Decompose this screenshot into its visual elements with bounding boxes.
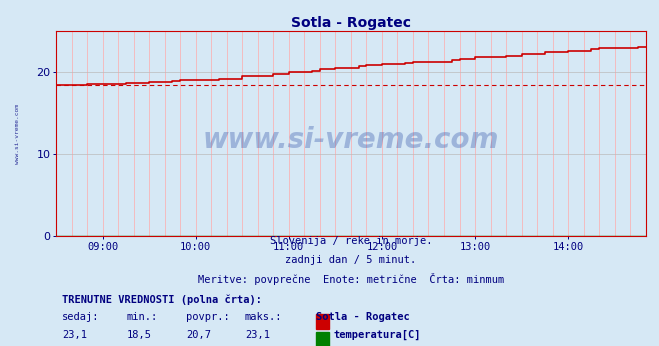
Text: zadnji dan / 5 minut.: zadnji dan / 5 minut.: [285, 255, 416, 265]
Text: povpr.:: povpr.:: [186, 312, 229, 322]
Text: 23,1: 23,1: [244, 330, 270, 340]
Text: temperatura[C]: temperatura[C]: [333, 330, 420, 340]
Title: Sotla - Rogatec: Sotla - Rogatec: [291, 16, 411, 30]
Text: min.:: min.:: [127, 312, 158, 322]
Text: 23,1: 23,1: [62, 330, 87, 340]
Text: 20,7: 20,7: [186, 330, 211, 340]
Text: Slovenija / reke in morje.: Slovenija / reke in morje.: [270, 236, 432, 246]
Bar: [316, 332, 328, 346]
Text: TRENUTNE VREDNOSTI (polna črta):: TRENUTNE VREDNOSTI (polna črta):: [62, 295, 262, 306]
Text: Meritve: povprečne  Enote: metrične  Črta: minmum: Meritve: povprečne Enote: metrične Črta:…: [198, 273, 504, 285]
Text: maks.:: maks.:: [244, 312, 282, 322]
Text: www.si-vreme.com: www.si-vreme.com: [203, 126, 499, 154]
Text: www.si-vreme.com: www.si-vreme.com: [15, 104, 20, 164]
Text: Sotla - Rogatec: Sotla - Rogatec: [316, 312, 409, 322]
Bar: [316, 315, 328, 329]
Text: 18,5: 18,5: [127, 330, 152, 340]
Text: sedaj:: sedaj:: [62, 312, 100, 322]
